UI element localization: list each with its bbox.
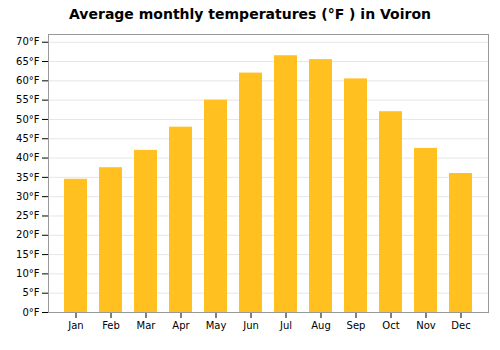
- svg-text:30°F: 30°F: [16, 191, 40, 202]
- svg-text:Jun: Jun: [242, 320, 259, 331]
- html-text:Average monthly temperatures (: Average monthly temperatures (°F ) in Vo…: [69, 6, 431, 22]
- svg-text:20°F: 20°F: [16, 229, 40, 240]
- svg-text:Nov: Nov: [416, 320, 436, 331]
- svg-text:Jan: Jan: [67, 320, 83, 331]
- svg-text:45°F: 45°F: [16, 133, 40, 144]
- svg-text:70°F: 70°F: [16, 36, 40, 47]
- svg-text:15°F: 15°F: [16, 249, 40, 260]
- svg-text:Mar: Mar: [137, 320, 157, 331]
- svg-text:Aug: Aug: [311, 320, 331, 331]
- svg-text:50°F: 50°F: [16, 114, 40, 125]
- svg-text:Sep: Sep: [347, 320, 366, 331]
- svg-text:May: May: [206, 320, 227, 331]
- svg-text:35°F: 35°F: [16, 172, 40, 183]
- svg-text:0°F: 0°F: [22, 307, 39, 318]
- svg-text:65°F: 65°F: [16, 56, 40, 67]
- svg-text:5°F: 5°F: [22, 287, 39, 298]
- svg-text:40°F: 40°F: [16, 152, 40, 163]
- svg-text:25°F: 25°F: [16, 210, 40, 221]
- svg-text:Feb: Feb: [102, 320, 120, 331]
- svg-text:Oct: Oct: [382, 320, 399, 331]
- svg-text:Apr: Apr: [172, 320, 190, 331]
- svg-text:Dec: Dec: [451, 320, 470, 331]
- svg-text:55°F: 55°F: [16, 94, 40, 105]
- svg-text:60°F: 60°F: [16, 75, 40, 86]
- svg-text:10°F: 10°F: [16, 268, 40, 279]
- svg-text:Jul: Jul: [279, 320, 292, 331]
